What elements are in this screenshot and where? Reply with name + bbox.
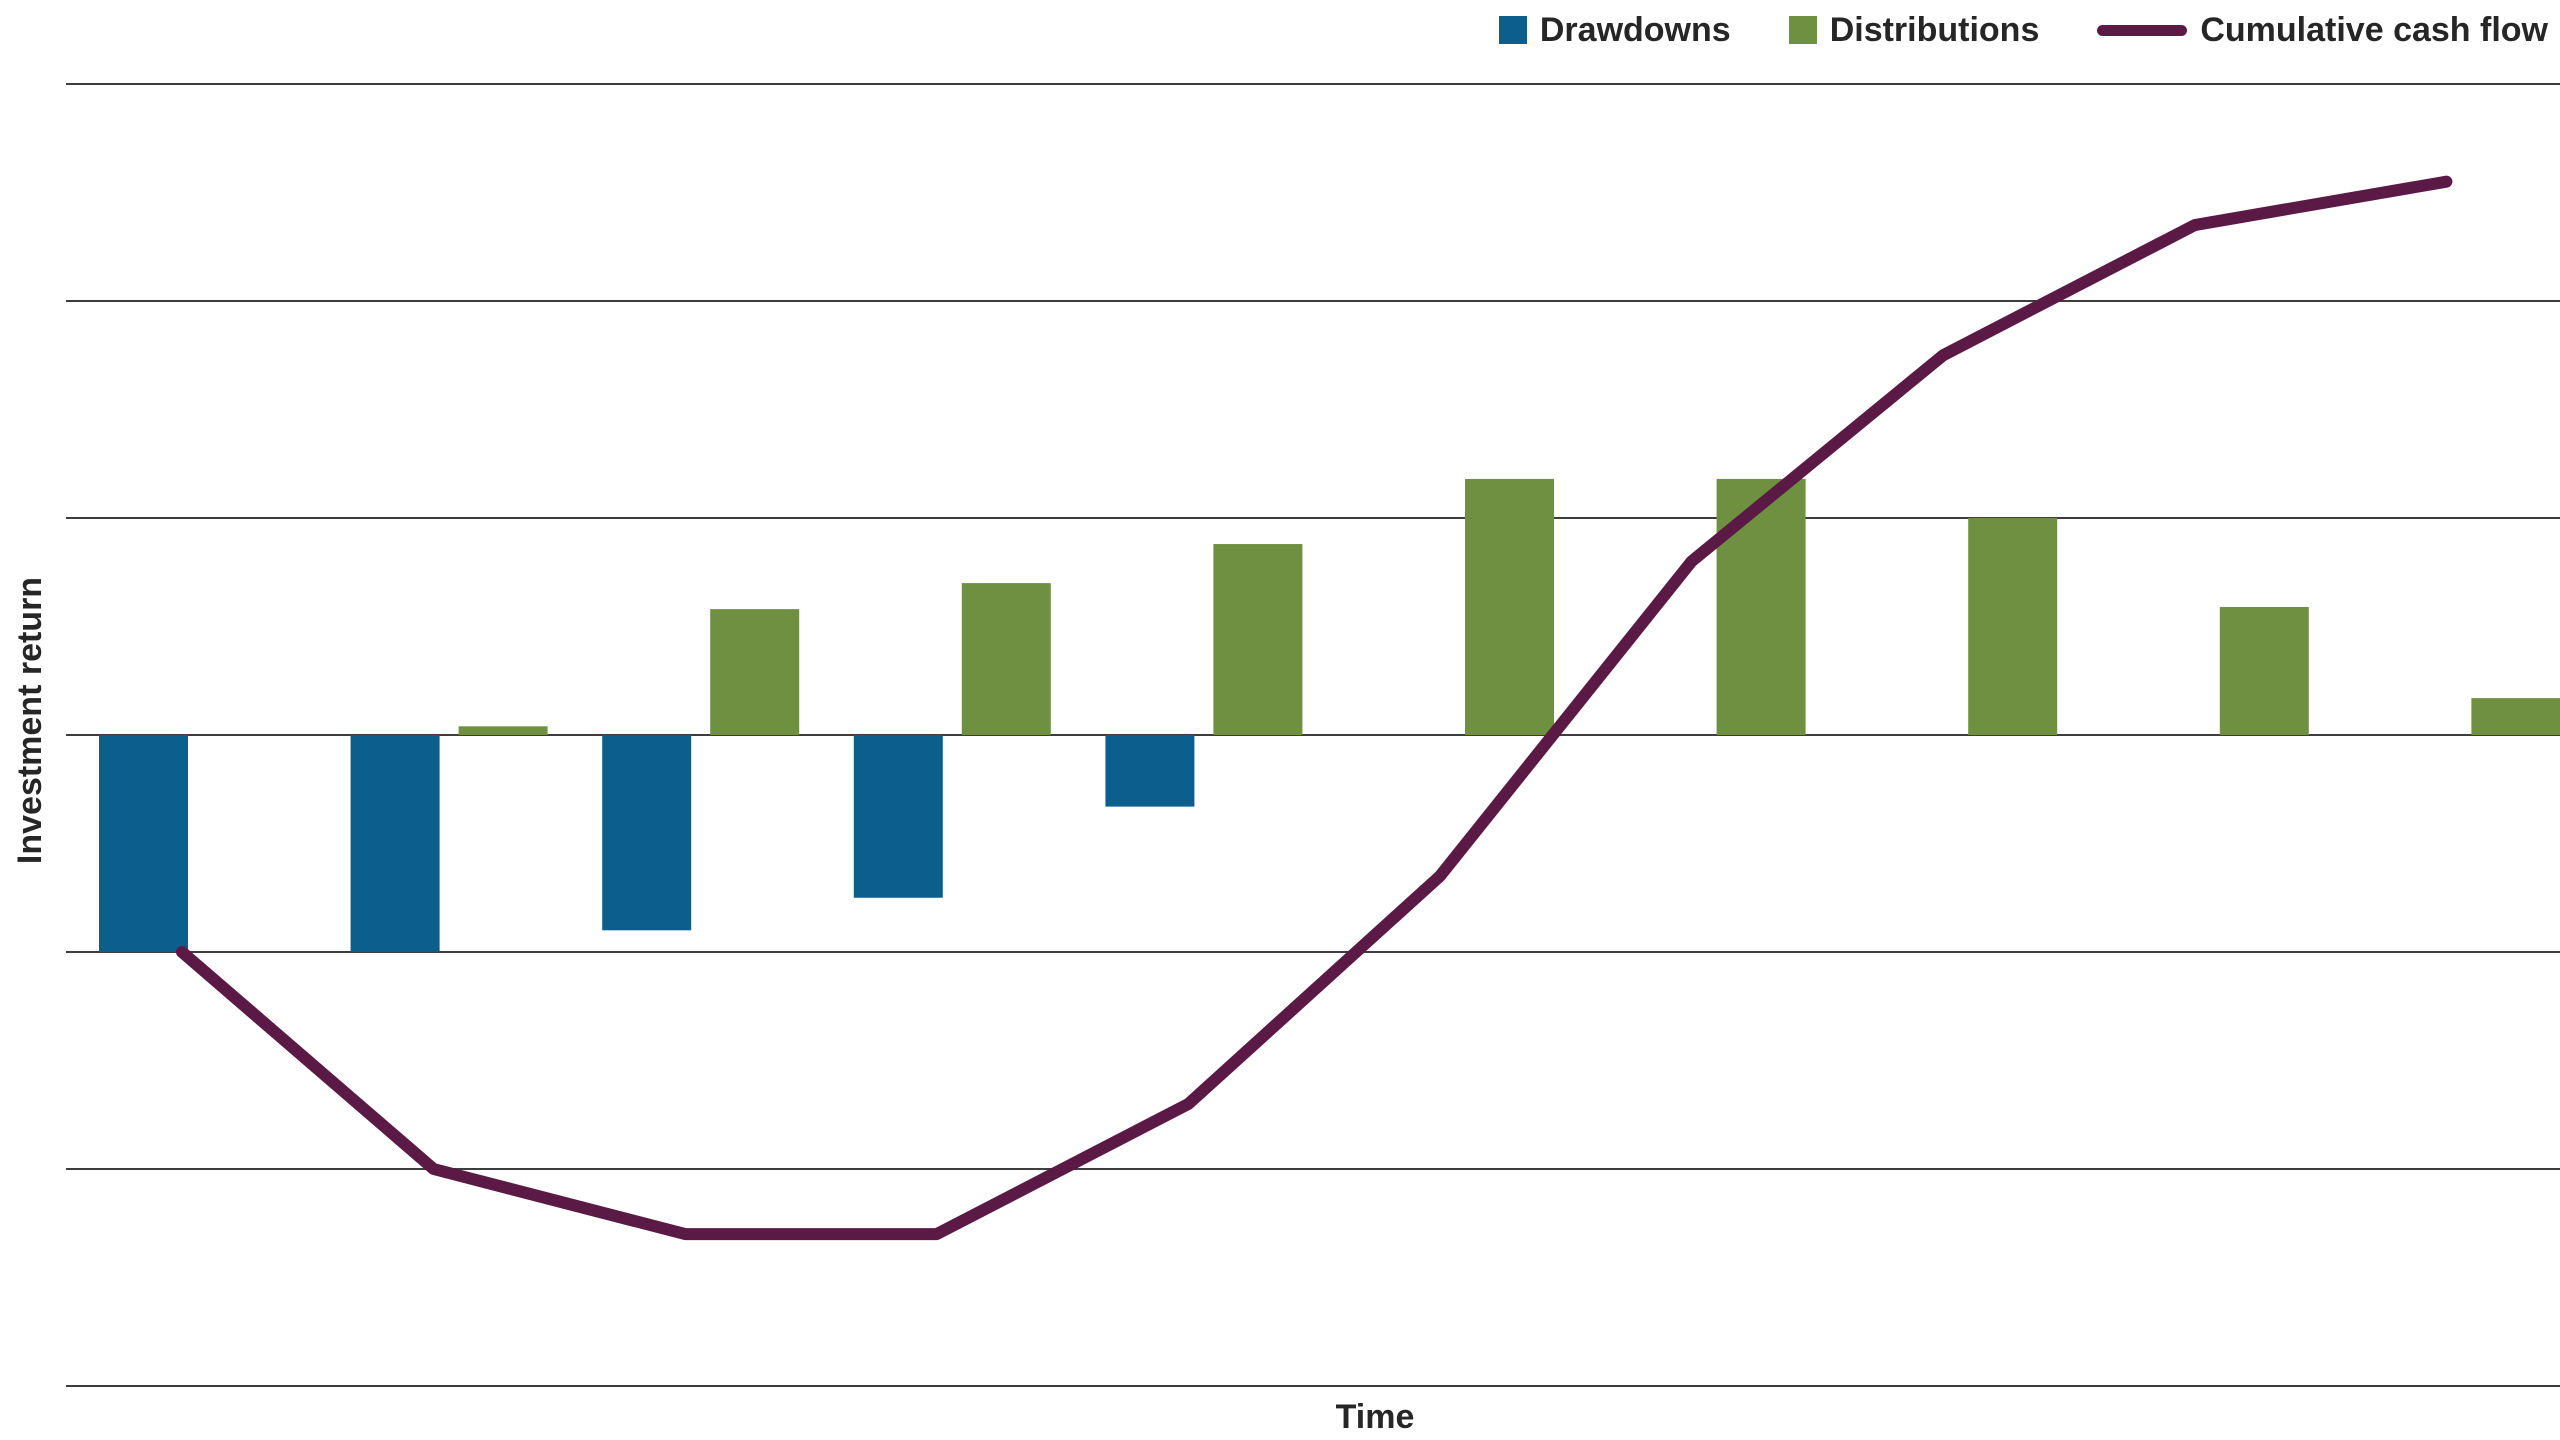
distribution-bar bbox=[710, 609, 800, 735]
distributions-swatch-icon bbox=[1788, 16, 1817, 44]
chart-legend: Drawdowns Distributions Cumulative cash … bbox=[1498, 4, 2548, 56]
distribution-bar bbox=[1213, 544, 1303, 735]
legend-item-cumulative-cash-flow: Cumulative cash flow bbox=[2097, 11, 2548, 50]
legend-item-distributions: Distributions bbox=[1788, 10, 2040, 50]
drawdowns-swatch-icon bbox=[1498, 16, 1527, 44]
drawdown-bar bbox=[602, 735, 692, 931]
cumulative-cash-flow-line bbox=[176, 175, 2453, 1241]
distribution-bar bbox=[1716, 478, 1806, 735]
legend-label-distributions: Distributions bbox=[1829, 10, 2040, 49]
distribution-bar bbox=[458, 726, 548, 735]
legend-label-drawdowns: Drawdowns bbox=[1539, 10, 1731, 49]
cumulative-cash-flow-swatch-icon bbox=[2097, 24, 2188, 36]
legend-item-drawdowns: Drawdowns bbox=[1498, 10, 1731, 50]
legend-label-cumulative-cash-flow: Cumulative cash flow bbox=[2200, 10, 2548, 49]
distribution-bar bbox=[1465, 478, 1554, 735]
x-axis-label: Time bbox=[1335, 1398, 1415, 1436]
drawdown-bar bbox=[350, 735, 440, 952]
distribution-bar bbox=[1968, 518, 2058, 735]
distribution-bar bbox=[2219, 606, 2309, 735]
distribution-bar bbox=[961, 583, 1051, 735]
drawdown-bar bbox=[1105, 735, 1195, 807]
drawdown-bar bbox=[853, 735, 943, 898]
distribution-bar bbox=[2471, 698, 2560, 735]
drawdown-bar bbox=[99, 735, 188, 952]
